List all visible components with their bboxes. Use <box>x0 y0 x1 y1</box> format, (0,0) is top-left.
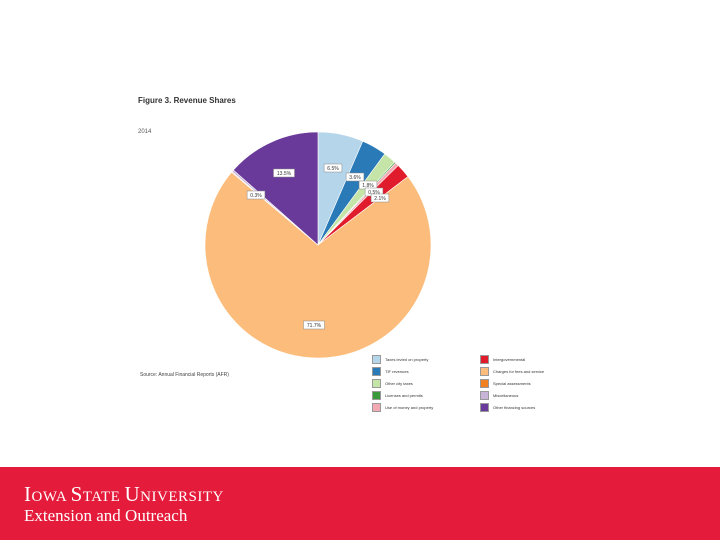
university-wordmark: IOWA STATE UNIVERSITY <box>24 482 224 506</box>
legend-swatch <box>372 379 381 388</box>
figure-title: Figure 3. Revenue Shares <box>138 96 236 105</box>
legend-label: Use of money and property <box>385 405 434 410</box>
slice-label-text: 0.3% <box>250 193 262 199</box>
slice-data-label: 71.7% <box>303 320 325 330</box>
legend-label: Licenses and permits <box>385 393 423 398</box>
slice-label-text: 2.1% <box>374 196 386 202</box>
extension-subtitle: Extension and Outreach <box>24 506 188 525</box>
legend-label: Miscellaneous <box>493 393 519 398</box>
slice-label-text: 6.5% <box>327 166 339 172</box>
legend-item: Licenses and permits <box>372 391 423 400</box>
slice-label-text: 13.5% <box>277 171 292 177</box>
legend-item: Use of money and property <box>372 403 433 412</box>
legend-label: Taxes levied on property <box>385 357 429 362</box>
legend-item: Taxes levied on property <box>372 355 428 364</box>
slice-label-text: 71.7% <box>307 323 322 329</box>
legend-label: Special assessments <box>493 381 531 386</box>
slice-label-text: 1.8% <box>362 183 374 189</box>
legend-label: TIF revenues <box>385 369 409 374</box>
legend-swatch <box>372 391 381 400</box>
legend-swatch <box>480 379 489 388</box>
slice-data-label: 2.1% <box>370 193 390 203</box>
legend-label: Charges for fees and service <box>493 369 545 374</box>
legend-item: Special assessments <box>480 379 531 388</box>
legend-item: Charges for fees and service <box>480 367 544 376</box>
legend-swatch <box>372 355 381 364</box>
legend-swatch <box>480 403 489 412</box>
legend-swatch <box>480 355 489 364</box>
figure-year: 2014 <box>138 129 152 135</box>
legend-item: TIF revenues <box>372 367 409 376</box>
legend-swatch <box>372 367 381 376</box>
legend-item: Other financing sources <box>480 403 535 412</box>
legend-item: Other city taxes <box>372 379 413 388</box>
legend-label: Other city taxes <box>385 381 413 386</box>
pie-slice-charges-for-fees-and-service <box>204 171 432 359</box>
revenue-pie-chart: 6.5% 3.6%1.8%0.5%2.1% 71.7% 0.3% 13.5% <box>204 131 432 359</box>
legend-label: Intergovernmental <box>493 357 526 362</box>
footer-banner <box>0 467 720 540</box>
slice-data-label: 3.6% <box>345 172 365 182</box>
legend-label: Other financing sources <box>493 405 536 410</box>
slice-data-label: 6.5% <box>323 163 343 173</box>
pie-slice-other-financing-sources <box>233 131 319 246</box>
slice-data-label: 0.3% <box>246 190 266 200</box>
slice-label-text: 3.6% <box>349 175 361 181</box>
legend-item: Miscellaneous <box>480 391 518 400</box>
legend-item: Intergovernmental <box>480 355 525 364</box>
legend-swatch <box>480 367 489 376</box>
legend-swatch <box>480 391 489 400</box>
figure-source: Source: Annual Financial Reports (AFR) <box>140 372 229 378</box>
slice-data-label: 13.5% <box>273 168 295 178</box>
legend-swatch <box>372 403 381 412</box>
slice-label-text: 0.5% <box>368 190 380 196</box>
